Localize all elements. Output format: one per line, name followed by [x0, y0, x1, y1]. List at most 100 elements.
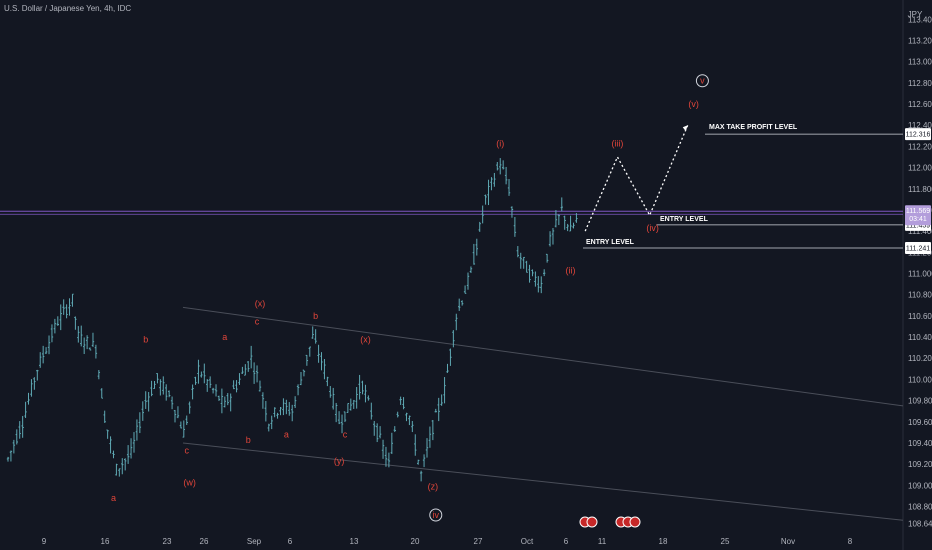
x-tick-label: Sep	[247, 537, 262, 546]
ohlc-bar	[431, 419, 435, 441]
y-tick-label: 112.800	[908, 79, 932, 88]
ohlc-bar	[393, 426, 396, 433]
ohlc-bar	[402, 397, 405, 410]
channel-upper-line	[182, 306, 904, 407]
y-tick-label: 109.200	[908, 460, 932, 469]
ohlc-bar	[220, 388, 224, 414]
x-tick-label: 9	[42, 537, 47, 546]
ohlc-bar	[560, 197, 563, 212]
ohlc-bar	[305, 354, 309, 366]
y-tick-label: 108.640	[908, 519, 932, 528]
ohlc-bar	[540, 276, 543, 294]
ohlc-bar	[74, 316, 77, 330]
wave-label: (ii)	[566, 266, 576, 276]
y-tick-label: 109.000	[908, 481, 932, 490]
ohlc-bar	[522, 256, 525, 269]
ohlc-bar	[387, 452, 391, 468]
ohlc-bar	[167, 390, 171, 398]
ohlc-bar	[472, 243, 476, 265]
ohlc-bar	[124, 458, 127, 471]
current-price-tag-box	[905, 205, 931, 226]
ohlc-bar	[126, 445, 130, 464]
ohlc-bar	[566, 223, 569, 232]
ohlc-bar	[97, 369, 101, 380]
ohlc-bar	[381, 439, 385, 459]
ohlc-bar	[173, 410, 177, 423]
ohlc-bar	[118, 468, 121, 477]
ohlc-bar	[36, 369, 39, 381]
ohlc-bar	[496, 162, 499, 171]
entry-lower-tag-box	[905, 241, 931, 254]
ohlc-bar	[373, 420, 376, 436]
ohlc-bar	[361, 380, 364, 395]
ohlc-bar	[203, 363, 206, 384]
x-tick-label: 6	[564, 537, 569, 546]
ohlc-bar	[65, 304, 68, 319]
ohlc-bar	[458, 298, 461, 311]
ohlc-bar	[241, 366, 244, 375]
ohlc-bar	[109, 436, 112, 454]
ohlc-bar	[370, 402, 373, 420]
chart-title: U.S. Dollar / Japanese Yen, 4h, IDC	[4, 4, 132, 13]
wave-label: (w)	[183, 477, 196, 487]
wave-label: (z)	[428, 482, 439, 492]
ohlc-bar	[575, 213, 578, 223]
wave-label: a	[111, 493, 116, 503]
event-icon	[629, 516, 641, 528]
ohlc-bar	[334, 402, 338, 423]
take-profit-tag-box	[905, 128, 931, 141]
ohlc-bar	[531, 269, 534, 277]
circled-wave-label: iv	[433, 510, 440, 520]
ohlc-bar	[364, 384, 367, 403]
ohlc-bar	[24, 401, 27, 419]
ohlc-bar	[525, 260, 528, 273]
ohlc-bar	[378, 426, 382, 439]
ohlc-bar	[493, 172, 496, 187]
ohlc-bar	[115, 463, 118, 476]
ohlc-bar	[30, 379, 33, 397]
x-tick-label: 26	[200, 537, 209, 546]
y-tick-label: 112.600	[908, 100, 932, 109]
ohlc-bar	[314, 329, 317, 344]
entry-lower-tag: 111.241	[906, 245, 930, 252]
ohlc-bar	[82, 337, 86, 355]
x-tick-label: Oct	[521, 537, 534, 546]
ohlc-bar	[91, 332, 95, 347]
ohlc-bar	[194, 376, 197, 385]
ohlc-bar	[542, 269, 546, 277]
ohlc-bar	[466, 272, 470, 290]
wave-label: b	[246, 435, 251, 445]
x-tick-label: 27	[474, 537, 483, 546]
ohlc-bar	[129, 438, 133, 459]
ohlc-bar	[569, 215, 572, 232]
ohlc-bar	[39, 352, 42, 368]
ohlc-bar	[138, 412, 142, 434]
projection-path	[584, 124, 689, 232]
projection-arrowhead	[682, 125, 688, 132]
ohlc-bar	[390, 432, 394, 454]
x-tick-label: 6	[288, 537, 293, 546]
ohlc-bar	[437, 397, 440, 422]
ohlc-bar	[12, 439, 16, 454]
wave-label: b	[313, 311, 318, 321]
ohlc-bar	[21, 415, 24, 438]
ohlc-bar	[446, 363, 449, 373]
x-tick-label: 23	[163, 537, 172, 546]
ohlc-bar	[519, 252, 522, 269]
ohlc-bar	[545, 253, 549, 263]
current-price-tag: 111.569	[906, 208, 930, 215]
ohlc-bar	[411, 421, 414, 433]
ohlc-bar	[513, 217, 517, 237]
ohlc-bar	[238, 373, 241, 385]
ohlc-bar	[332, 387, 335, 410]
ohlc-bar	[460, 300, 464, 306]
ohlc-bar	[229, 393, 232, 412]
ohlc-bar	[264, 400, 268, 422]
ohlc-bar	[217, 395, 221, 401]
ohlc-bar	[273, 407, 276, 418]
ohlc-bar	[150, 380, 153, 397]
y-tick-label: 108.800	[908, 503, 932, 512]
ohlc-bar	[176, 406, 180, 419]
ohlc-bar	[214, 384, 218, 397]
